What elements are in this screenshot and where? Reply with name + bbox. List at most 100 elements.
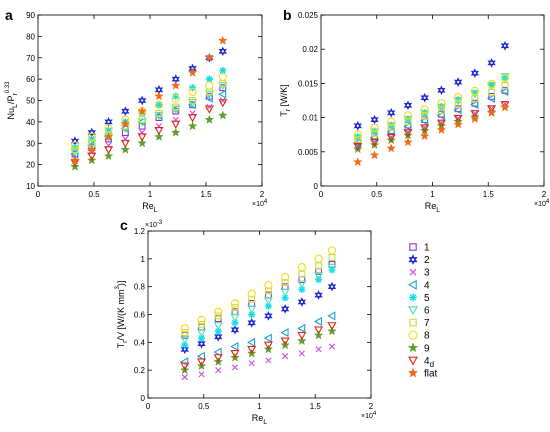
panel-c-xtick-label: 0	[146, 402, 151, 411]
panel-b-point-flat	[453, 119, 463, 129]
panel-c-point-5	[281, 294, 289, 302]
panel-b-point-4	[500, 87, 509, 97]
panel-a-xtick-label: 2	[260, 190, 265, 199]
panel-a-point-2-center	[174, 77, 177, 81]
panel-b-point-2-center	[473, 71, 477, 75]
panel-b-x-multiplier: ×104	[534, 199, 550, 208]
panel-b-ytick-label: 0.015	[298, 79, 319, 88]
panel-a-point-7	[155, 109, 163, 117]
panel-b-point-2-center	[440, 89, 443, 92]
panel-a-point-4d	[87, 152, 97, 161]
panel-c-series-5	[181, 266, 336, 349]
panel-a-point-9	[103, 151, 114, 161]
panel-c-point-3	[181, 374, 188, 381]
panel-c-point-2-center	[233, 328, 237, 331]
panel-b-point-flat	[403, 137, 413, 147]
panel-a-point-5	[88, 135, 96, 143]
panel-b-point-2-center	[406, 104, 410, 107]
panel-c-point-8	[180, 324, 189, 333]
panel-a-point-9	[120, 144, 131, 154]
panel-b-point-2-center	[456, 80, 460, 84]
panel-a-point-8	[70, 141, 80, 150]
panel-c-label: c	[120, 217, 128, 233]
panel-b-point-8	[403, 111, 413, 120]
panel-a-point-4d	[120, 139, 130, 148]
panel-b-ytick-label: 0.025	[298, 11, 319, 20]
panel-a-point-flat	[218, 35, 228, 45]
panel-c-point-3	[328, 343, 336, 350]
panel-b-point-4d	[353, 142, 363, 152]
panel-c-xtick-label: 2	[369, 402, 374, 411]
panel-c-point-4	[263, 333, 272, 343]
panel-b-point-flat	[470, 113, 480, 124]
panel-c-xtick-label: 1	[257, 402, 262, 411]
panel-b-series-9	[353, 102, 510, 154]
panel-a-ytick-label: 80	[26, 32, 35, 41]
panel-a-point-8	[171, 94, 180, 103]
panel-c-point-7	[315, 262, 323, 270]
panel-b-point-6	[386, 122, 396, 131]
panel-c-ytick-label: 1	[141, 255, 146, 264]
panel-c-point-7	[328, 254, 336, 261]
panel-c-point-9	[327, 326, 337, 336]
legend-label-8: 8	[424, 331, 430, 342]
panel-b-xtick-label: 0	[319, 190, 324, 199]
panel-b-point-4d	[453, 114, 463, 124]
panel-a-point-2-center	[107, 120, 110, 124]
panel-c-point-1	[264, 291, 272, 299]
panel-c-point-2-center	[267, 314, 270, 318]
panel-b-point-7	[454, 101, 462, 109]
panel-b-point-flat	[486, 107, 497, 117]
panel-c-point-4	[213, 347, 222, 357]
panel-b-series-4	[353, 87, 509, 148]
panel-c-point-8	[264, 281, 273, 290]
panel-a-xtick-label: 1.5	[200, 190, 212, 199]
panel-c-ytick-label: 0.6	[134, 311, 146, 320]
panel-c-point-8	[314, 254, 323, 263]
panel-c-point-4	[246, 337, 256, 347]
panel-b-series-7	[354, 82, 509, 143]
legend-marker-2-center	[411, 258, 415, 261]
legend-marker-7	[409, 318, 417, 327]
panel-c-point-3	[215, 367, 222, 374]
panel-c-point-2-center	[300, 300, 304, 304]
panel-c-point-4d	[314, 326, 324, 335]
panel-a-x-multiplier: ×104	[252, 199, 268, 208]
panel-c-point-4d	[196, 358, 207, 367]
panel-a-point-8	[154, 100, 164, 109]
panel-a-ytick-label: 90	[26, 11, 35, 20]
panel-a-point-flat	[103, 131, 114, 141]
panel-a-series-8	[70, 72, 227, 150]
panel-c-point-7	[198, 320, 205, 328]
legend-label-9: 9	[424, 343, 430, 354]
panel-b-point-6	[453, 97, 463, 106]
panel-b-label: b	[283, 7, 292, 23]
panel-b-point-4	[453, 105, 462, 115]
panel-b-point-2-center	[423, 96, 426, 99]
panel-b-xtick-label: 2	[542, 190, 547, 199]
panel-b-point-4d	[436, 119, 446, 128]
panel-c-point-4	[196, 351, 205, 361]
panel-b-point-4d	[420, 124, 430, 133]
panel-b-point-7	[354, 136, 362, 143]
panel-a-point-7	[138, 116, 146, 124]
panel-c-point-7	[281, 279, 289, 286]
panel-c-point-4	[280, 328, 289, 338]
panel-b-point-flat	[386, 143, 397, 153]
legend-item-flat: flat	[407, 367, 438, 380]
panel-c-point-3	[198, 371, 205, 378]
panel-c-point-3	[231, 364, 239, 371]
panel-b-point-8	[370, 123, 379, 133]
panel-a-point-flat	[70, 155, 80, 165]
panel-b-point-2-center	[356, 124, 359, 127]
panel-c-point-1	[231, 308, 239, 316]
legend-marker-4d	[408, 356, 418, 366]
panel-c-point-4	[327, 311, 336, 321]
legend-marker-6	[408, 306, 418, 316]
legend-item-4: 4	[407, 279, 430, 291]
panel-c-point-2-center	[283, 307, 287, 311]
panel-c-point-7	[214, 312, 222, 320]
panel-c-ytick-label: 0.8	[134, 283, 146, 292]
panel-c-point-4d	[327, 322, 337, 331]
panel-a-ylabel: NuL/Pr0.33	[5, 81, 19, 120]
